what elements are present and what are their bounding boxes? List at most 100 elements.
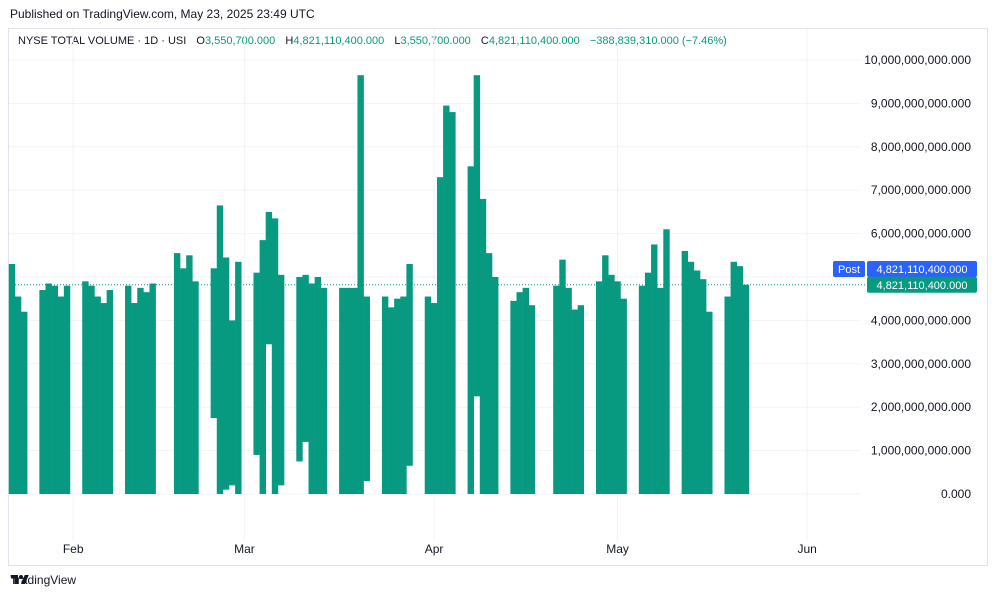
- x-tick-label: May: [606, 542, 629, 556]
- volume-bar: [516, 292, 523, 494]
- volume-bar: [638, 285, 646, 494]
- volume-bar: [559, 259, 566, 494]
- published-caption: Published on TradingView.com, May 23, 20…: [10, 7, 315, 21]
- volume-bar: [21, 311, 28, 494]
- volume-bar: [137, 287, 144, 494]
- volume-bar: [173, 253, 181, 494]
- volume-bar: [400, 296, 407, 494]
- y-tick-label: 1,000,000,000.000: [871, 444, 971, 458]
- tradingview-logo-icon[interactable]: [10, 573, 30, 587]
- y-tick-label: 8,000,000,000.000: [871, 140, 971, 154]
- volume-bar: [88, 285, 95, 494]
- volume-bar: [443, 105, 450, 494]
- x-tick-label: Jun: [798, 542, 817, 556]
- volume-bar: [8, 263, 16, 494]
- y-tick-label: 6,000,000,000.000: [871, 227, 971, 241]
- volume-bar: [277, 274, 285, 486]
- footer: TradingView: [10, 573, 76, 587]
- volume-bar: [265, 211, 273, 345]
- volume-bar: [302, 274, 309, 442]
- post-value-badge: [867, 261, 977, 277]
- volume-bar: [693, 270, 701, 494]
- volume-bar: [553, 285, 560, 494]
- volume-bar: [565, 287, 572, 494]
- volume-bar: [608, 274, 615, 494]
- volume-bar: [388, 307, 395, 494]
- volume-bar: [424, 296, 432, 494]
- y-tick-label: 0.000: [941, 487, 971, 501]
- volume-bar: [436, 177, 444, 494]
- volume-bar: [528, 305, 536, 494]
- volume-bar: [663, 229, 670, 494]
- volume-bar: [363, 296, 370, 481]
- volume-bar: [736, 266, 744, 494]
- post-badge-label: Post: [838, 264, 860, 276]
- volume-bar: [510, 300, 517, 494]
- chart-frame[interactable]: [8, 28, 988, 566]
- volume-bar: [596, 281, 603, 494]
- volume-bar: [216, 205, 224, 494]
- volume-bar: [320, 287, 328, 494]
- y-tick-label: 4,000,000,000.000: [871, 313, 971, 327]
- volume-bar: [345, 287, 352, 494]
- volume-bar: [742, 284, 750, 494]
- volume-bar: [492, 277, 499, 494]
- y-tick-label: 7,000,000,000.000: [871, 183, 971, 197]
- volume-bar: [259, 240, 266, 494]
- y-tick-label: 2,000,000,000.000: [871, 400, 971, 414]
- volume-bar: [699, 279, 707, 494]
- volume-bar: [131, 303, 138, 494]
- volume-bar: [57, 296, 65, 494]
- volume-bar: [222, 257, 230, 490]
- volume-bar: [467, 166, 474, 494]
- volume-bar: [100, 303, 107, 494]
- volume-bar: [82, 281, 89, 494]
- volume-bar: [253, 272, 260, 455]
- volume-bar: [522, 287, 530, 494]
- volume-bar: [406, 263, 413, 466]
- volume-bar: [430, 303, 438, 494]
- volume-bar: [149, 283, 156, 494]
- volume-bar: [143, 292, 150, 494]
- volume-bar: [394, 298, 401, 494]
- volume-bar: [730, 261, 737, 494]
- volume-bar: [479, 198, 487, 494]
- x-tick-label: Apr: [425, 542, 444, 556]
- volume-bar: [724, 296, 731, 494]
- volume-bar: [473, 75, 481, 397]
- y-tick-label: 3,000,000,000.000: [871, 357, 971, 371]
- post-badge: [833, 261, 865, 277]
- volume-bar: [125, 285, 132, 494]
- volume-bar: [63, 285, 71, 494]
- x-tick-label: Feb: [63, 542, 84, 556]
- last-value-label: 4,821,110,400.000: [877, 280, 968, 292]
- volume-bar: [271, 218, 279, 494]
- volume-bar: [657, 287, 664, 494]
- volume-bar: [706, 311, 713, 494]
- volume-bar: [308, 283, 315, 494]
- legend-open-label: O: [196, 35, 205, 47]
- volume-bar: [106, 290, 114, 494]
- volume-bar: [339, 287, 346, 494]
- volume-bar: [14, 296, 22, 494]
- price-badges: Post 4,821,110,400.000 4,821,110,400.000: [833, 261, 977, 293]
- legend-open-value: 3,550,700.000: [204, 35, 276, 47]
- volume-bar: [192, 281, 199, 494]
- post-value-label: 4,821,110,400.000: [877, 264, 968, 276]
- legend-close-label: C: [480, 35, 489, 47]
- volume-bar: [351, 287, 358, 494]
- legend-high-value: 4,821,110,400.000: [293, 35, 385, 47]
- volume-bar: [235, 261, 242, 494]
- volume-bar: [229, 320, 236, 486]
- volume-bar: [180, 268, 187, 494]
- volume-bar: [296, 277, 303, 462]
- volume-bar: [51, 285, 59, 494]
- volume-bar: [571, 309, 578, 494]
- last-value-badge: [867, 276, 977, 293]
- legend-symbol[interactable]: NYSE TOTAL VOLUME · 1D · USI: [18, 35, 187, 47]
- volume-bar: [449, 112, 456, 494]
- x-tick-label: Mar: [234, 542, 255, 556]
- volume-bar: [644, 272, 652, 494]
- volume-bar: [210, 268, 218, 419]
